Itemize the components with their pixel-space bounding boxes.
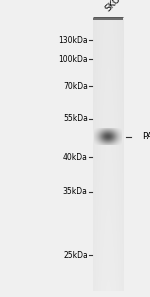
Text: 25kDa: 25kDa bbox=[63, 251, 88, 260]
Text: 100kDa: 100kDa bbox=[58, 55, 88, 64]
Text: 130kDa: 130kDa bbox=[58, 36, 88, 45]
Text: 55kDa: 55kDa bbox=[63, 114, 88, 123]
Text: PAX8: PAX8 bbox=[142, 132, 150, 141]
Text: SKOV3: SKOV3 bbox=[104, 0, 131, 13]
Text: 70kDa: 70kDa bbox=[63, 82, 88, 91]
Text: 35kDa: 35kDa bbox=[63, 187, 88, 196]
Text: 40kDa: 40kDa bbox=[63, 153, 88, 162]
